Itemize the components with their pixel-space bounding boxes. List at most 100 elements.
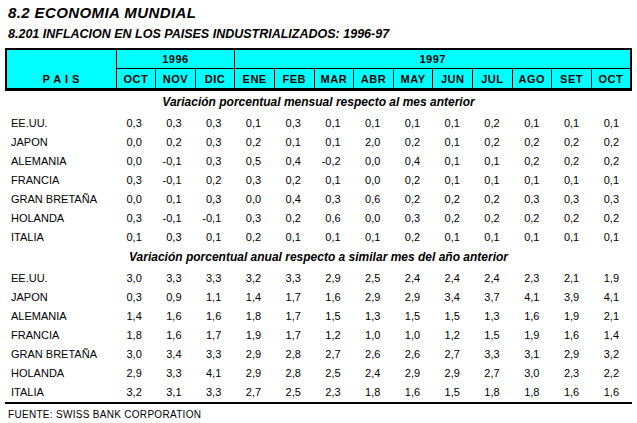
value-cell: 0,2 bbox=[393, 132, 433, 151]
month-header: ENE bbox=[235, 69, 275, 90]
value-cell: -0,2 bbox=[314, 151, 354, 170]
value-cell: 3,2 bbox=[592, 344, 632, 363]
value-cell: 0,1 bbox=[473, 170, 513, 189]
value-cell: 1,8 bbox=[473, 382, 513, 401]
value-cell: 1,7 bbox=[274, 306, 314, 325]
value-cell: 2,4 bbox=[393, 268, 433, 287]
value-cell: 0,2 bbox=[473, 208, 513, 227]
value-cell: 0,2 bbox=[592, 132, 632, 151]
value-cell: 2,8 bbox=[274, 344, 314, 363]
table-row: ITALIA3,23,13,32,72,52,31,81,61,51,81,81… bbox=[5, 382, 632, 401]
value-cell: 0,3 bbox=[195, 151, 235, 170]
value-cell: 0,1 bbox=[433, 151, 473, 170]
value-cell: 0,3 bbox=[115, 113, 155, 132]
value-cell: 0,1 bbox=[552, 113, 592, 132]
value-cell: 0,1 bbox=[592, 113, 632, 132]
table-row: EE.UU.0,30,30,30,10,30,10,10,10,10,20,10… bbox=[5, 113, 632, 132]
value-cell: 2,6 bbox=[393, 344, 433, 363]
value-cell: 1,1 bbox=[195, 287, 235, 306]
value-cell: 0,1 bbox=[314, 170, 354, 189]
table-row: FRANCIA0,3-0,10,20,30,20,10,00,20,10,10,… bbox=[5, 170, 632, 189]
value-cell: 2,3 bbox=[513, 268, 553, 287]
value-cell: 0,3 bbox=[393, 208, 433, 227]
value-cell: 0,4 bbox=[393, 151, 433, 170]
value-cell: 2,5 bbox=[314, 363, 354, 382]
table-row: GRAN BRETAÑA0,00,10,30,00,40,30,60,20,20… bbox=[5, 189, 632, 208]
section-heading: Variación porcentual mensual respecto al… bbox=[5, 91, 632, 113]
value-cell: -0,1 bbox=[155, 151, 195, 170]
value-cell: 0,1 bbox=[513, 170, 553, 189]
table-row: HOLANDA0,3-0,1-0,10,30,20,60,00,30,20,20… bbox=[5, 208, 632, 227]
country-label: GRAN BRETAÑA bbox=[5, 344, 115, 363]
value-cell: 0,0 bbox=[115, 189, 155, 208]
country-label: FRANCIA bbox=[5, 325, 115, 344]
value-cell: 0,1 bbox=[433, 132, 473, 151]
year-header-row: P A I S 19961997 bbox=[6, 49, 631, 69]
value-cell: 0,3 bbox=[552, 189, 592, 208]
value-cell: 0,6 bbox=[354, 189, 394, 208]
value-cell: 0,2 bbox=[433, 208, 473, 227]
month-header: FEB bbox=[274, 69, 314, 90]
value-cell: 0,2 bbox=[274, 170, 314, 189]
value-cell: 0,3 bbox=[115, 170, 155, 189]
value-cell: 0,3 bbox=[592, 189, 632, 208]
value-cell: 1,9 bbox=[552, 306, 592, 325]
country-label: ALEMANIA bbox=[5, 151, 115, 170]
month-header: AGO bbox=[512, 69, 552, 90]
value-cell: 3,3 bbox=[195, 344, 235, 363]
section-heading: Variación porcentual anual respecto a si… bbox=[5, 246, 632, 268]
value-cell: 4,1 bbox=[592, 287, 632, 306]
value-cell: 0,3 bbox=[195, 132, 235, 151]
value-cell: 3,2 bbox=[234, 268, 274, 287]
value-cell: 2,7 bbox=[314, 344, 354, 363]
country-label: EE.UU. bbox=[5, 268, 115, 287]
table-header: P A I S 19961997 OCTNOVDICENEFEBMARABRMA… bbox=[5, 48, 632, 91]
value-cell: 0,5 bbox=[234, 151, 274, 170]
value-cell: 0,2 bbox=[513, 151, 553, 170]
month-header: ABR bbox=[354, 69, 394, 90]
value-cell: 0,1 bbox=[513, 113, 553, 132]
table-row: GRAN BRETAÑA3,03,43,32,92,82,72,62,62,73… bbox=[5, 344, 632, 363]
country-label: EE.UU. bbox=[5, 113, 115, 132]
value-cell: 0,1 bbox=[473, 151, 513, 170]
value-cell: 3,7 bbox=[473, 287, 513, 306]
value-cell: 0,1 bbox=[274, 132, 314, 151]
value-cell: 2,9 bbox=[234, 363, 274, 382]
value-cell: 0,2 bbox=[393, 170, 433, 189]
table-row: EE.UU.3,03,33,33,23,32,92,52,42,42,42,32… bbox=[5, 268, 632, 287]
value-cell: 0,2 bbox=[234, 132, 274, 151]
value-cell: 3,3 bbox=[155, 363, 195, 382]
value-cell: 1,7 bbox=[274, 325, 314, 344]
footer-divider bbox=[5, 402, 632, 404]
value-cell: 0,3 bbox=[195, 113, 235, 132]
pais-column-header: P A I S bbox=[6, 49, 116, 90]
value-cell: 2,1 bbox=[592, 306, 632, 325]
value-cell: 1,6 bbox=[592, 382, 632, 401]
value-cell: 1,7 bbox=[195, 325, 235, 344]
value-cell: 2,9 bbox=[234, 344, 274, 363]
value-cell: 1,7 bbox=[274, 287, 314, 306]
value-cell: 2,9 bbox=[552, 344, 592, 363]
value-cell: 0,1 bbox=[433, 170, 473, 189]
value-cell: 2,0 bbox=[354, 132, 394, 151]
value-cell: 3,0 bbox=[115, 268, 155, 287]
table-row: HOLANDA2,93,34,12,92,82,52,42,92,92,73,0… bbox=[5, 363, 632, 382]
value-cell: 0,1 bbox=[314, 132, 354, 151]
value-cell: 0,1 bbox=[234, 113, 274, 132]
value-cell: 3,3 bbox=[155, 268, 195, 287]
value-cell: 3,3 bbox=[195, 382, 235, 401]
data-table: Variación porcentual mensual respecto al… bbox=[5, 91, 632, 401]
value-cell: 2,4 bbox=[354, 363, 394, 382]
value-cell: 0,3 bbox=[314, 189, 354, 208]
value-cell: 3,3 bbox=[195, 268, 235, 287]
value-cell: 0,2 bbox=[473, 189, 513, 208]
report-page: 8.2 ECONOMIA MUNDIAL 8.201 INFLACION EN … bbox=[0, 0, 637, 420]
country-label: ITALIA bbox=[5, 382, 115, 401]
value-cell: 1,5 bbox=[433, 382, 473, 401]
value-cell: 0,4 bbox=[274, 151, 314, 170]
section-heading-row: Variación porcentual mensual respecto al… bbox=[5, 91, 632, 113]
value-cell: 2,4 bbox=[433, 268, 473, 287]
value-cell: 0,0 bbox=[234, 189, 274, 208]
value-cell: 1,8 bbox=[513, 382, 553, 401]
value-cell: 2,9 bbox=[115, 363, 155, 382]
